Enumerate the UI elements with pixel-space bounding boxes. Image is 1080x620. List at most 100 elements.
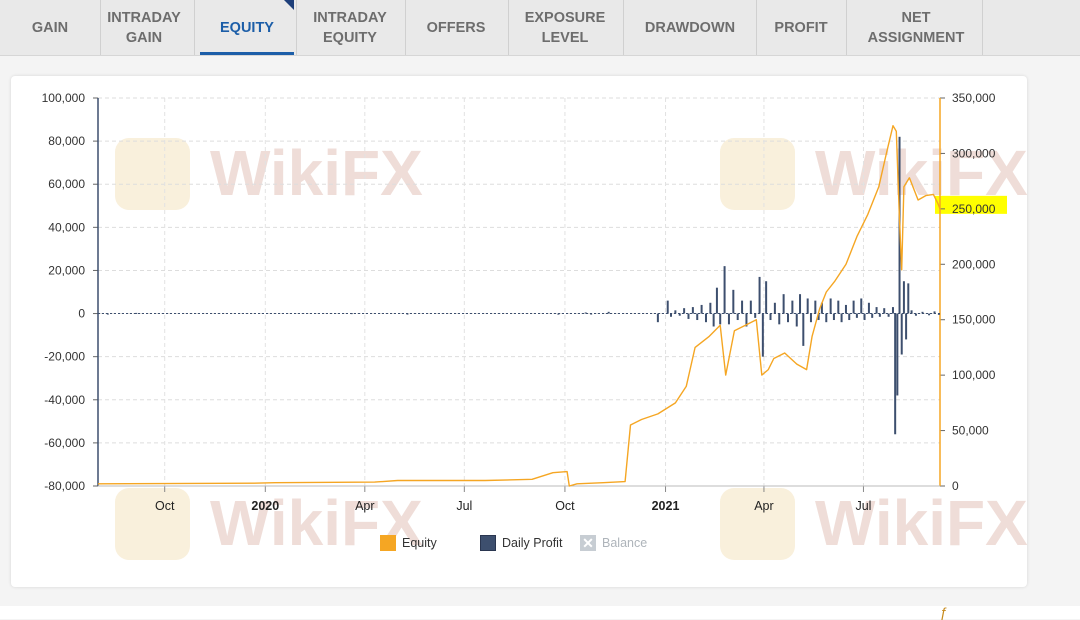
tab-separator (405, 0, 406, 55)
daily-profit-bar (921, 311, 924, 314)
y-right-tick-label: 100,000 (952, 368, 996, 382)
daily-profit-bar (773, 302, 776, 314)
tab-separator (194, 0, 195, 55)
daily-profit-bar (719, 313, 722, 325)
daily-profit-bar (656, 313, 659, 323)
daily-profit-bar (765, 281, 768, 314)
y-right-tick-label: 300,000 (952, 146, 996, 160)
active-tab-corner-icon (284, 0, 294, 10)
highlight-marker (935, 195, 1007, 214)
daily-profit-bar (666, 300, 669, 314)
daily-profit-bar (732, 289, 735, 314)
daily-profit-bar (860, 298, 863, 314)
legend-item-balance[interactable]: ✕ Balance (580, 532, 647, 554)
tab-bar: GAIN INTRADAY GAIN EQUITY INTRADAY EQUITY OF… (0, 0, 1080, 56)
tab-net-assignment[interactable]: NET ASSIGNMENT (867, 9, 965, 46)
tab-separator (508, 0, 509, 55)
tab-separator (100, 0, 101, 55)
y-left-tick-label: 20,000 (48, 263, 85, 277)
tab-offers[interactable]: OFFERS (426, 19, 486, 36)
tab-separator (296, 0, 297, 55)
legend-item-daily-profit[interactable]: Daily Profit (480, 532, 562, 554)
daily-profit-bar (902, 281, 905, 314)
daily-profit-bar (557, 313, 560, 315)
watermark-text: WikiFX (815, 487, 1028, 559)
daily-profit-bar (887, 313, 890, 317)
daily-profit-bar (914, 313, 917, 316)
daily-profit-bar (782, 294, 785, 314)
daily-profit-bar (806, 298, 809, 314)
tab-intraday-equity[interactable]: INTRADAY EQUITY (313, 9, 387, 46)
daily-profit-bar (928, 313, 931, 316)
x-tick-label: Apr (355, 499, 374, 513)
tab-profit[interactable]: PROFIT (774, 19, 828, 36)
bottom-strip (0, 606, 1080, 619)
daily-profit-bar (832, 313, 835, 321)
daily-profit-bar (741, 300, 744, 314)
daily-profit-bar (814, 300, 817, 314)
daily-profit-bar (840, 313, 843, 323)
y-left-tick-label: 100,000 (42, 91, 86, 105)
daily-profit-bar (883, 308, 886, 314)
daily-profit-bar (844, 304, 847, 314)
daily-profit-bar (910, 310, 913, 314)
tab-exposure-level[interactable]: EXPOSURE LEVEL (524, 9, 606, 46)
daily-profit-bar (590, 313, 593, 315)
watermark-logo-icon (720, 488, 795, 560)
daily-profit-bar (799, 294, 802, 314)
daily-profit-bar (867, 302, 870, 314)
daily-profit-bar (875, 307, 878, 314)
daily-profit-bar (787, 313, 790, 323)
daily-profit-bar (696, 313, 699, 321)
daily-profit-bar (678, 313, 681, 316)
daily-profit-bar (584, 312, 587, 314)
tab-gain[interactable]: GAIN (31, 19, 69, 36)
daily-profit-bar (905, 313, 908, 340)
tab-separator (623, 0, 624, 55)
y-right-tick-label: 0 (952, 479, 959, 493)
daily-profit-bar (674, 310, 677, 314)
equity-line (97, 124, 941, 487)
daily-profit-bar (691, 307, 694, 314)
daily-profit-bar (907, 283, 910, 314)
y-left-tick-label: -60,000 (44, 436, 85, 450)
daily-profit-bar (795, 313, 798, 327)
y-left-tick-label: 0 (78, 307, 85, 321)
legend-label-balance: Balance (602, 536, 648, 550)
daily-profit-bar (758, 276, 761, 314)
y-right-tick-label: 250,000 (952, 202, 996, 216)
daily-profit-bar (607, 311, 610, 314)
daily-profit-bar (791, 300, 794, 314)
y-left-tick-label: -40,000 (44, 393, 85, 407)
close-icon: ✕ (580, 535, 596, 551)
tab-drawdown[interactable]: DRAWDOWN (644, 19, 736, 36)
x-tick-label: Oct (155, 499, 175, 513)
tab-intraday-gain[interactable]: INTRADAY GAIN (107, 9, 181, 46)
daily-profit-bar (863, 313, 866, 321)
daily-profit-bar (687, 313, 690, 319)
daily-profit-bar (709, 302, 712, 314)
daily-profit-bar (852, 300, 855, 314)
y-right-tick-label: 150,000 (952, 313, 996, 327)
daily-profit-bar (723, 266, 726, 314)
y-left-tick-label: 60,000 (48, 177, 85, 191)
daily-profit-bar (135, 312, 138, 314)
daily-profit-bar (933, 311, 936, 314)
y-left-tick-label: -80,000 (44, 479, 85, 493)
daily-profit-bar (829, 298, 832, 314)
tab-equity[interactable]: EQUITY (200, 0, 294, 55)
daily-profit-bar (761, 313, 764, 357)
daily-profit-bar (350, 313, 353, 315)
watermark-logo-icon (115, 488, 190, 560)
y-left-tick-label: 80,000 (48, 134, 85, 148)
legend-item-equity[interactable]: Equity (380, 532, 437, 554)
daily-profit-bar (894, 313, 897, 435)
daily-profit-bar (778, 313, 781, 325)
daily-profit-bar (900, 313, 903, 355)
legend-label-equity: Equity (402, 536, 437, 550)
daily-profit-bar (683, 308, 686, 314)
brand-mark-icon: ƒ (940, 604, 948, 620)
daily-profit-bar (896, 313, 899, 396)
daily-profit-bar (820, 302, 823, 314)
x-tick-label: Apr (754, 499, 773, 513)
